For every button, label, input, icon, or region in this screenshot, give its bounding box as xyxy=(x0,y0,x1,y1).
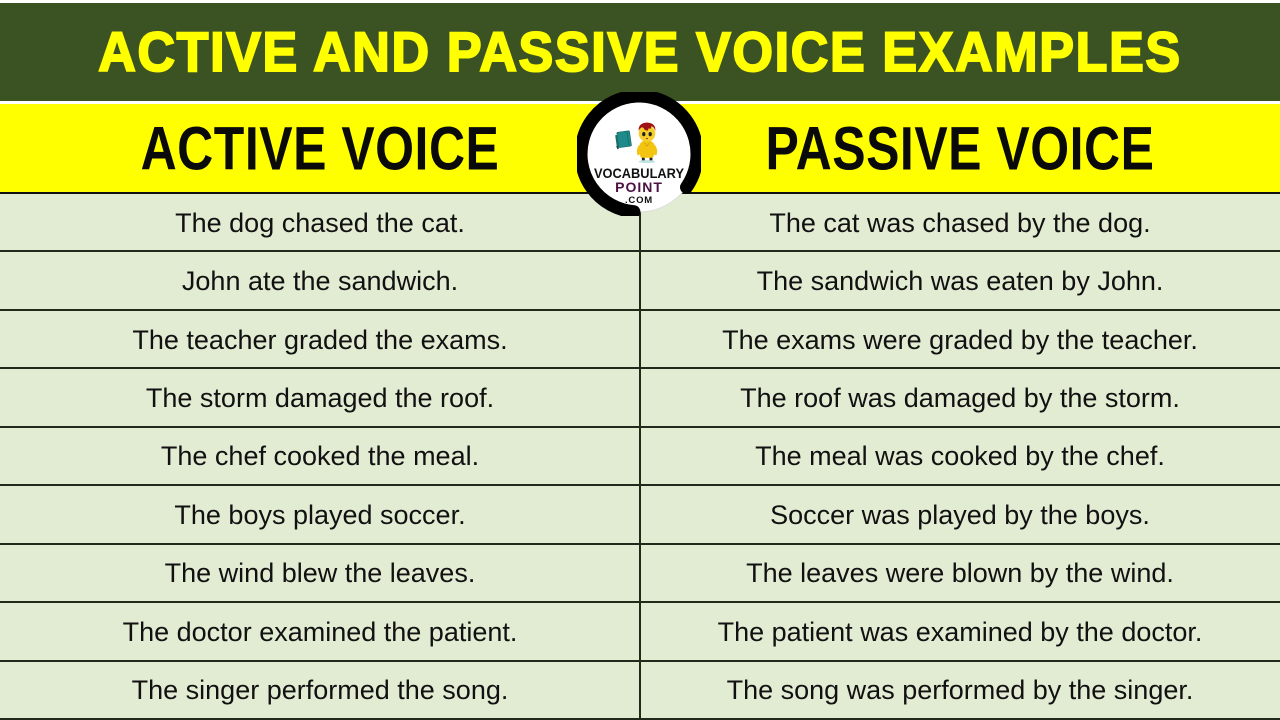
svg-text:.COM: .COM xyxy=(625,195,653,206)
svg-text:POINT: POINT xyxy=(615,179,663,195)
